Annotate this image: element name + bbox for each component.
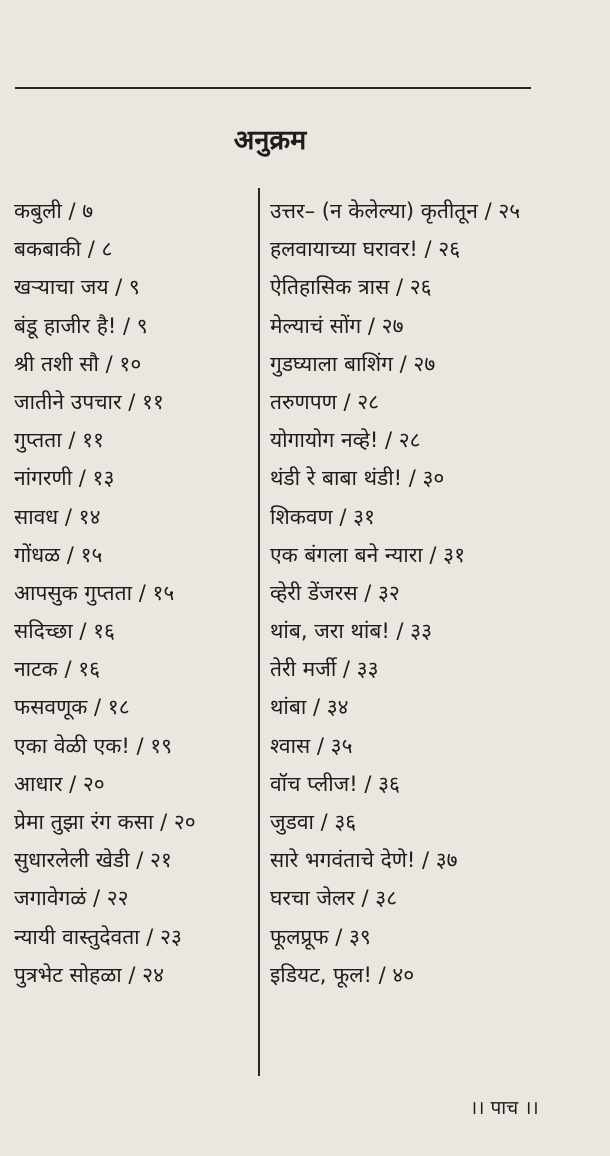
toc-right-column: उत्तर– (न केलेल्या) कृतीतून / २५ हलवायाच्… xyxy=(270,192,520,994)
toc-entry: सुधारलेली खेडी / २१ xyxy=(14,848,172,873)
toc-entry: कबुली / ७ xyxy=(14,199,94,223)
toc-entry: आधार / २० xyxy=(14,771,105,796)
toc-entry: एका वेळी एक! / १९ xyxy=(14,733,173,758)
toc-entry: श्री तशी सौ / १० xyxy=(14,351,142,376)
toc-entry: सावध / १४ xyxy=(14,504,101,529)
toc-entry: व्हेरी डेंजरस / ३२ xyxy=(270,580,400,605)
toc-entry: तरुणपण / २८ xyxy=(270,389,380,414)
toc-entry: हलवायाच्या घरावर! / २६ xyxy=(270,237,461,262)
toc-entry: श्वास / ३५ xyxy=(270,733,353,758)
toc-entry: सदिच्छा / १६ xyxy=(14,619,115,644)
toc-entry: शिकवण / ३१ xyxy=(270,504,375,529)
toc-entry: प्रेमा तुझा रंग कसा / २० xyxy=(14,810,196,834)
toc-entry: इडियट, फूल! / ४० xyxy=(270,962,415,987)
toc-entry: फसवणूक / १८ xyxy=(14,695,130,720)
page-number: ।। पाच ।। xyxy=(470,1097,539,1119)
toc-entry: पुत्रभेट सोहळा / २४ xyxy=(14,962,164,987)
toc-entry: नाटक / १६ xyxy=(14,657,101,682)
page-title: अनुक्रम xyxy=(233,125,307,156)
toc-entry: मेल्याचं सोंग / २७ xyxy=(270,313,404,338)
toc-entry: आपसुक गुप्तता / १५ xyxy=(14,580,175,605)
toc-entry: घरचा जेलर / ३८ xyxy=(270,886,398,911)
toc-entry: वॉच प्लीज! / ३६ xyxy=(270,771,400,796)
toc-entry: गुप्तता / ११ xyxy=(14,428,104,453)
toc-entry: फूलप्रूफ / ३९ xyxy=(270,924,371,949)
toc-entry: बकबाकी / ८ xyxy=(14,237,113,262)
toc-entry: उत्तर– (न केलेल्या) कृतीतून / २५ xyxy=(270,199,521,223)
toc-entry: न्यायी वास्तुदेवता / २३ xyxy=(14,924,182,949)
toc-entry: जुडवा / ३६ xyxy=(270,810,357,834)
toc-entry: नांगरणी / १३ xyxy=(14,466,115,491)
toc-entry: गोंधळ / १५ xyxy=(14,542,103,567)
toc-entry: थांबा / ३४ xyxy=(270,695,349,720)
toc-entry: खऱ्याचा जय / ९ xyxy=(14,275,140,300)
top-rule xyxy=(15,87,531,89)
toc-entry: जातीने उपचार / ११ xyxy=(14,389,164,414)
toc-entry: ऐतिहासिक त्रास / २६ xyxy=(270,275,432,300)
toc-entry: थांब, जरा थांब! / ३३ xyxy=(270,619,433,644)
column-divider xyxy=(258,188,260,1076)
toc-entry: थंडी रे बाबा थंडी! / ३० xyxy=(270,466,445,491)
toc-entry: बंडू हाजीर है! / ९ xyxy=(14,313,148,338)
toc-entry: जगावेगळं / २२ xyxy=(14,886,129,911)
toc-entry: गुडघ्याला बाशिंग / २७ xyxy=(270,351,436,376)
toc-entry: तेरी मर्जी / ३३ xyxy=(270,657,379,682)
toc-left-column: कबुली / ७ बकबाकी / ८ खऱ्याचा जय / ९ बंडू हा… xyxy=(14,192,196,994)
toc-entry: एक बंगला बने न्यारा / ३१ xyxy=(270,542,466,567)
toc-entry: सारे भगवंताचे देणे! / ३७ xyxy=(270,848,458,873)
toc-entry: योगायोग नव्हे! / २८ xyxy=(270,428,421,453)
